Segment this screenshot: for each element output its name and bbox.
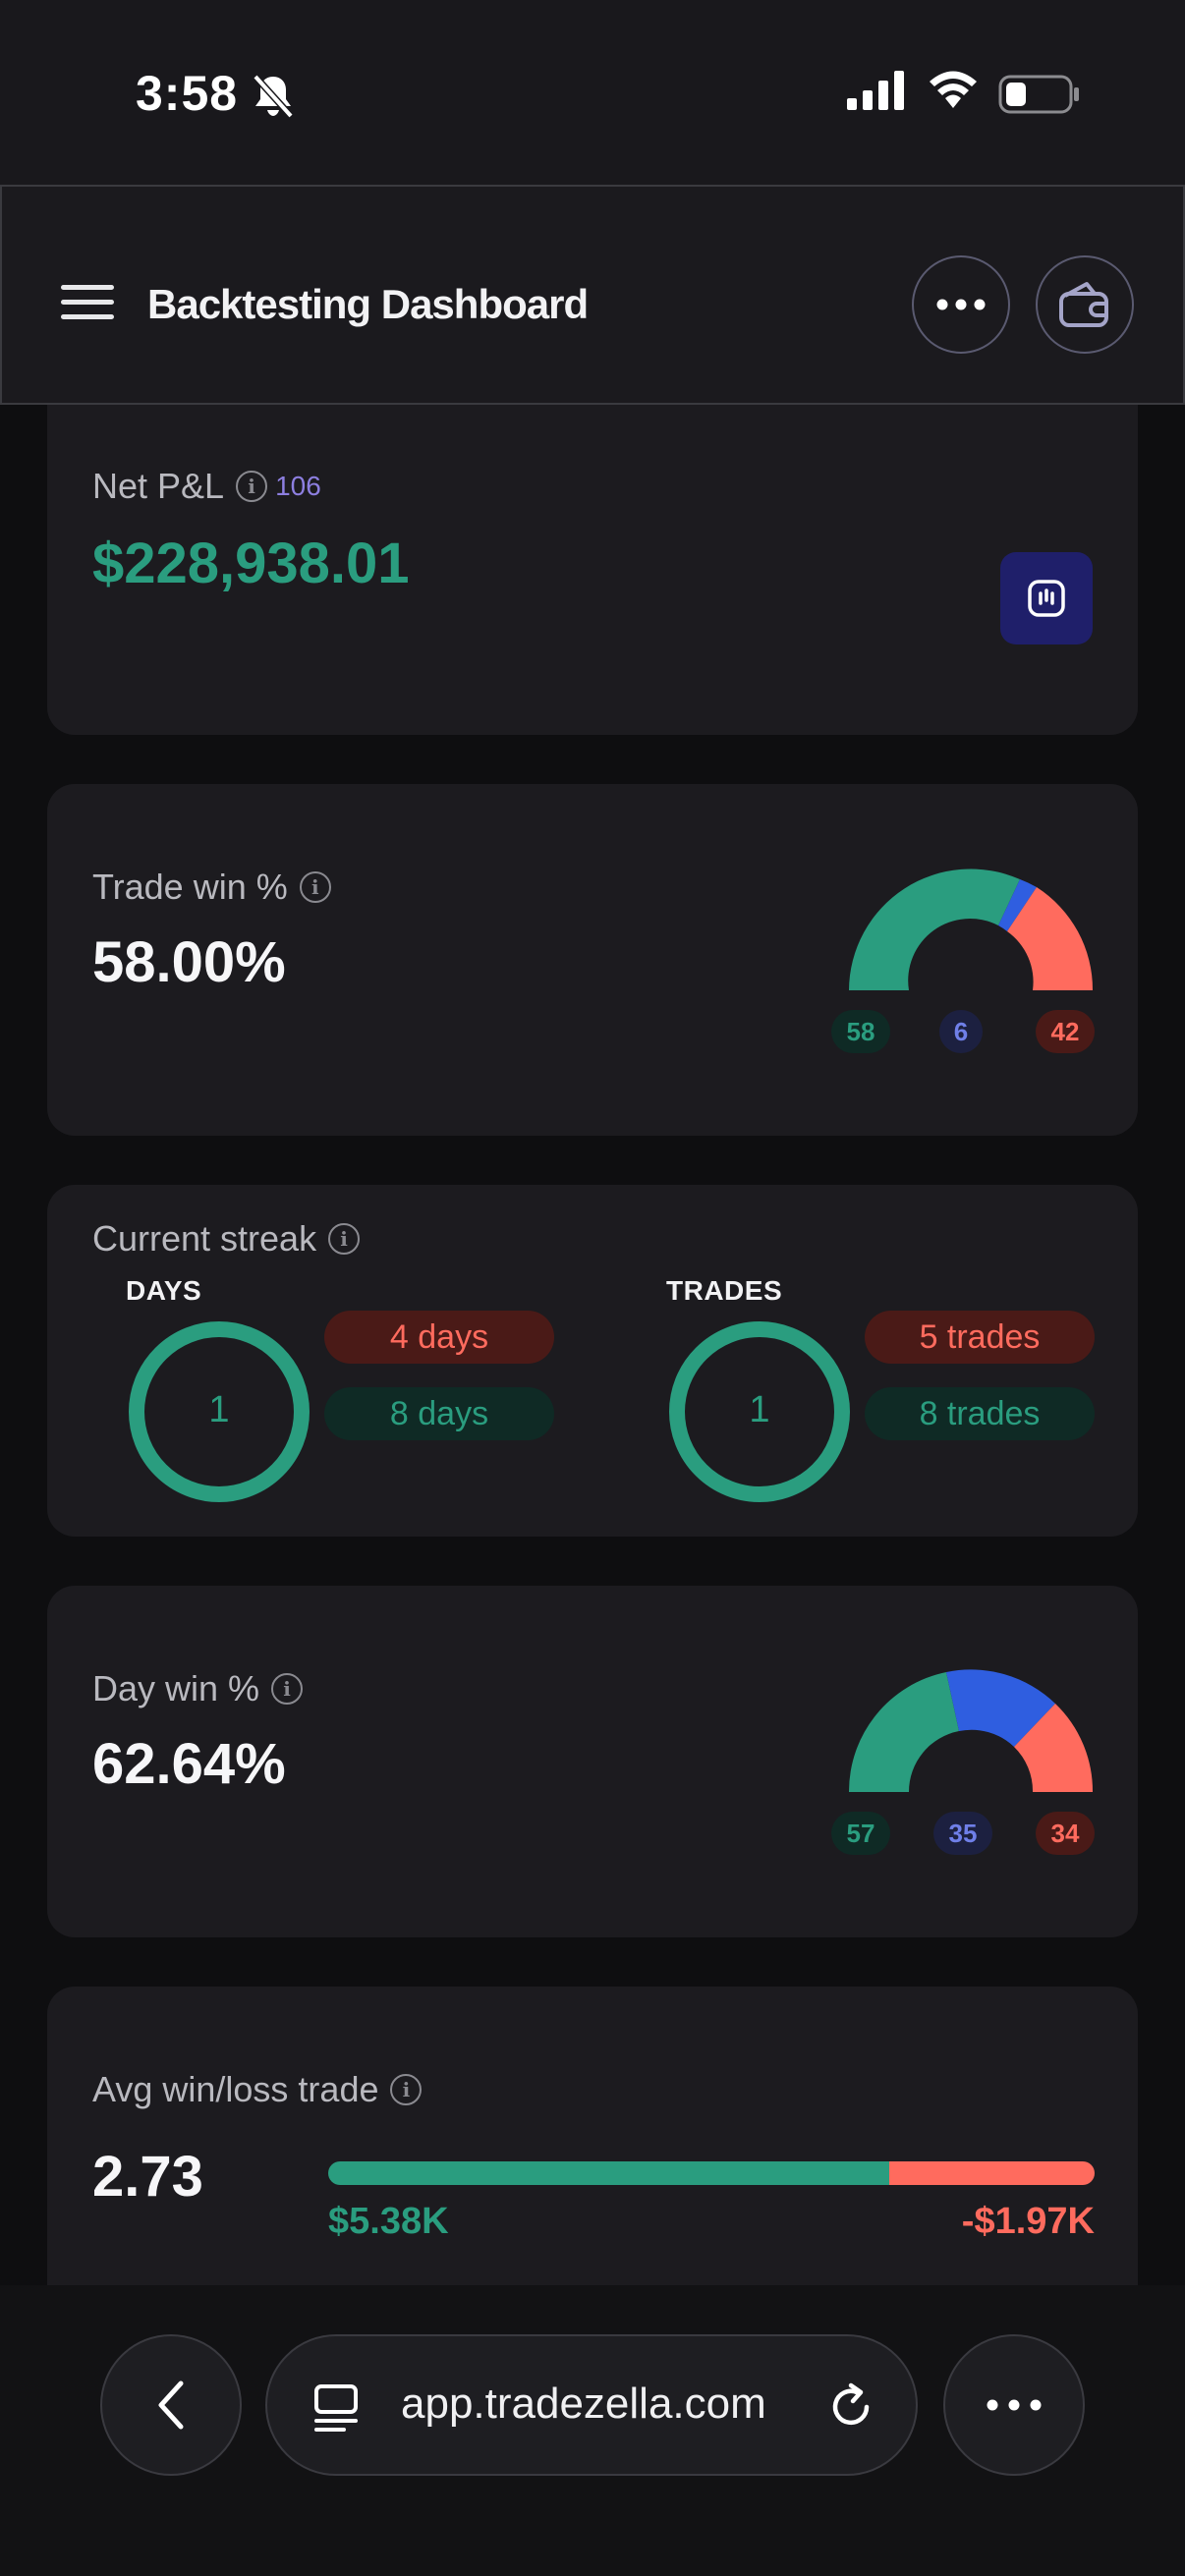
wallet-button[interactable] — [1036, 255, 1134, 354]
streak-days-winning: 8 days — [324, 1387, 554, 1440]
menu-icon[interactable] — [61, 285, 114, 320]
streak-days-ring — [129, 1321, 310, 1502]
gauge-wins-count: 58 — [831, 1010, 890, 1053]
net-pnl-value: $228,938.01 — [92, 532, 410, 595]
trade-win-gauge — [849, 868, 1094, 990]
battery-icon — [998, 75, 1079, 114]
info-icon[interactable]: i — [299, 871, 331, 903]
back-icon — [158, 2380, 184, 2430]
streak-trades-losing: 5 trades — [865, 1311, 1095, 1364]
streak-trades-current: 1 — [749, 1389, 770, 1430]
loss-bar-segment — [888, 2161, 1095, 2185]
win-bar-segment — [328, 2161, 889, 2185]
browser-more-button[interactable] — [943, 2334, 1085, 2476]
more-options-button[interactable] — [912, 255, 1010, 354]
wifi-icon — [930, 71, 977, 108]
gauge-wins-segment — [848, 1672, 959, 1792]
day-win-value: 62.64% — [92, 1732, 286, 1796]
page-title: Backtesting Dashboard — [147, 281, 589, 327]
gauge-wins-segment — [849, 868, 1020, 990]
current-streak-card: Current streak i DAYS 1 4 days 8 days TR… — [47, 1185, 1138, 1537]
net-pnl-label: Net P&L — [92, 466, 225, 506]
gauge-breakeven-count: 6 — [939, 1010, 983, 1053]
streak-trades-winning: 8 trades — [865, 1387, 1095, 1440]
address-bar[interactable]: app.tradezella.com — [265, 2334, 918, 2476]
url-text: app.tradezella.com — [401, 2380, 766, 2428]
current-streak-label: Current streak — [92, 1218, 317, 1259]
gauge-losses-count: 34 — [1036, 1812, 1095, 1855]
back-button[interactable] — [100, 2334, 242, 2476]
avg-win-loss-card: Avg win/loss trade i 2.73 $5.38K -$1.97K — [47, 1987, 1138, 2285]
trade-win-value: 58.00% — [92, 930, 286, 994]
more-icon — [987, 2399, 1042, 2411]
app-header: Backtesting Dashboard — [0, 185, 1185, 405]
info-icon[interactable]: i — [236, 471, 268, 502]
info-icon[interactable]: i — [328, 1223, 361, 1255]
reload-icon[interactable] — [823, 2380, 878, 2435]
chart-toggle-icon — [1028, 580, 1065, 617]
trade-count-badge: 106 — [275, 471, 321, 501]
gauge-breakeven-count: 35 — [933, 1812, 992, 1855]
info-icon[interactable]: i — [271, 1673, 304, 1705]
chart-toggle-button[interactable] — [1000, 552, 1093, 644]
trade-win-label: Trade win % — [92, 867, 288, 907]
streak-days-current: 1 — [208, 1389, 230, 1430]
info-icon[interactable]: i — [390, 2074, 423, 2105]
status-bar: 3:58 — [0, 0, 1185, 185]
trade-win-card: Trade win % i 58.00% 58 6 42 — [47, 784, 1138, 1136]
gauge-breakeven-segment — [998, 879, 1037, 931]
avg-loss-value: -$1.97K — [961, 2201, 1095, 2242]
gauge-losses-segment — [1014, 1704, 1094, 1792]
day-win-card: Day win % i 62.64% 57 35 34 — [47, 1586, 1138, 1937]
streak-trades-ring — [669, 1321, 850, 1502]
avg-win-value: $5.38K — [328, 2201, 449, 2242]
gauge-breakeven-segment — [946, 1669, 1055, 1747]
streak-days-losing: 4 days — [324, 1311, 554, 1364]
avg-win-loss-label: Avg win/loss trade — [92, 2069, 379, 2109]
win-loss-bar — [328, 2161, 1095, 2185]
avg-win-loss-ratio: 2.73 — [92, 2145, 203, 2209]
gauge-wins-count: 57 — [831, 1812, 890, 1855]
gauge-losses-count: 42 — [1036, 1010, 1095, 1053]
tabs-icon — [314, 2384, 358, 2432]
signal-icon — [847, 71, 904, 110]
wallet-icon — [1059, 282, 1108, 327]
net-pnl-card: Net P&L i 106 $228,938.01 — [47, 405, 1138, 735]
bell-off-icon — [253, 74, 294, 119]
streak-trades-heading: TRADES — [666, 1275, 783, 1306]
gauge-losses-segment — [1007, 887, 1094, 990]
status-time: 3:58 — [136, 66, 239, 121]
day-win-gauge — [848, 1669, 1094, 1792]
day-win-label: Day win % — [92, 1668, 260, 1708]
streak-days-heading: DAYS — [126, 1275, 202, 1306]
more-icon — [936, 299, 986, 310]
